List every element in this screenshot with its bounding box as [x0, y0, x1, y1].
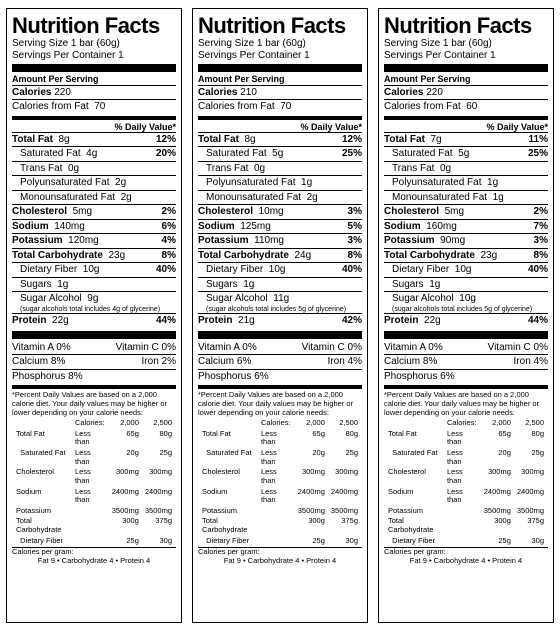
nutrition-panel-0: Nutrition FactsServing Size 1 bar (60g)S… — [6, 8, 182, 623]
nutrition-panel-1: Nutrition FactsServing Size 1 bar (60g)S… — [192, 8, 368, 623]
nutrition-panel-2: Nutrition FactsServing Size 1 bar (60g)S… — [378, 8, 554, 623]
